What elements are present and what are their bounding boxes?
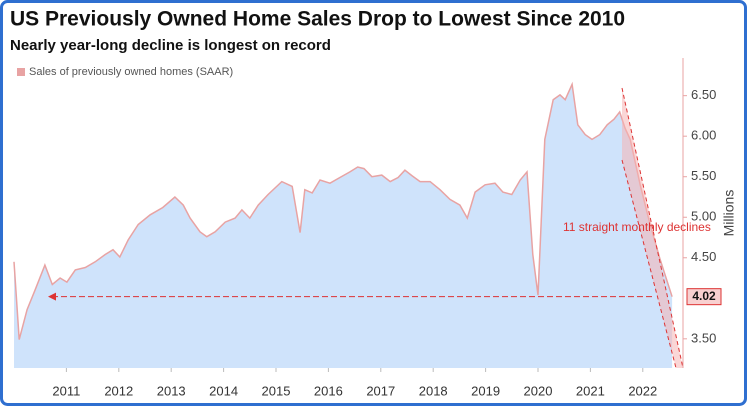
end-label: 4.02 <box>692 289 716 303</box>
chart-title: US Previously Owned Home Sales Drop to L… <box>10 8 625 31</box>
y-tick-label: 5.00 <box>691 209 716 224</box>
legend-label: Sales of previously owned homes (SAAR) <box>29 66 233 78</box>
x-tick-label: 2019 <box>471 383 500 398</box>
y-tick-label: 6.50 <box>691 87 716 102</box>
end-label-box <box>686 288 722 306</box>
x-tick-label: 2011 <box>52 383 80 398</box>
legend-box <box>13 63 245 81</box>
y-tick-label: 5.50 <box>691 168 716 183</box>
x-tick-label: 2014 <box>209 383 238 398</box>
x-tick-label: 2022 <box>628 383 657 398</box>
annotation: 11 straight monthly declines <box>563 220 711 234</box>
legend-swatch <box>17 68 25 76</box>
y-tick-label: 6.00 <box>691 128 716 143</box>
wedge-edge <box>621 159 677 369</box>
wedge-edge <box>621 87 684 369</box>
x-tick-label: 2017 <box>366 383 395 398</box>
x-tick-label: 2018 <box>419 383 448 398</box>
x-tick-label: 2020 <box>524 383 553 398</box>
x-tick-label: 2021 <box>576 383 605 398</box>
y-tick-label: 4.50 <box>691 249 716 264</box>
x-tick-label: 2015 <box>262 383 291 398</box>
arrow-head <box>48 292 56 301</box>
x-tick-label: 2013 <box>157 383 186 398</box>
x-tick-label: 2012 <box>104 383 133 398</box>
y-axis-label: Millions <box>721 190 737 237</box>
y-tick-label: 3.50 <box>691 330 716 345</box>
legend: Sales of previously owned homes (SAAR) <box>13 63 245 81</box>
line <box>13 81 673 340</box>
chart-subtitle: Nearly year-long decline is longest on r… <box>10 37 331 54</box>
x-tick-label: 2016 <box>314 383 343 398</box>
